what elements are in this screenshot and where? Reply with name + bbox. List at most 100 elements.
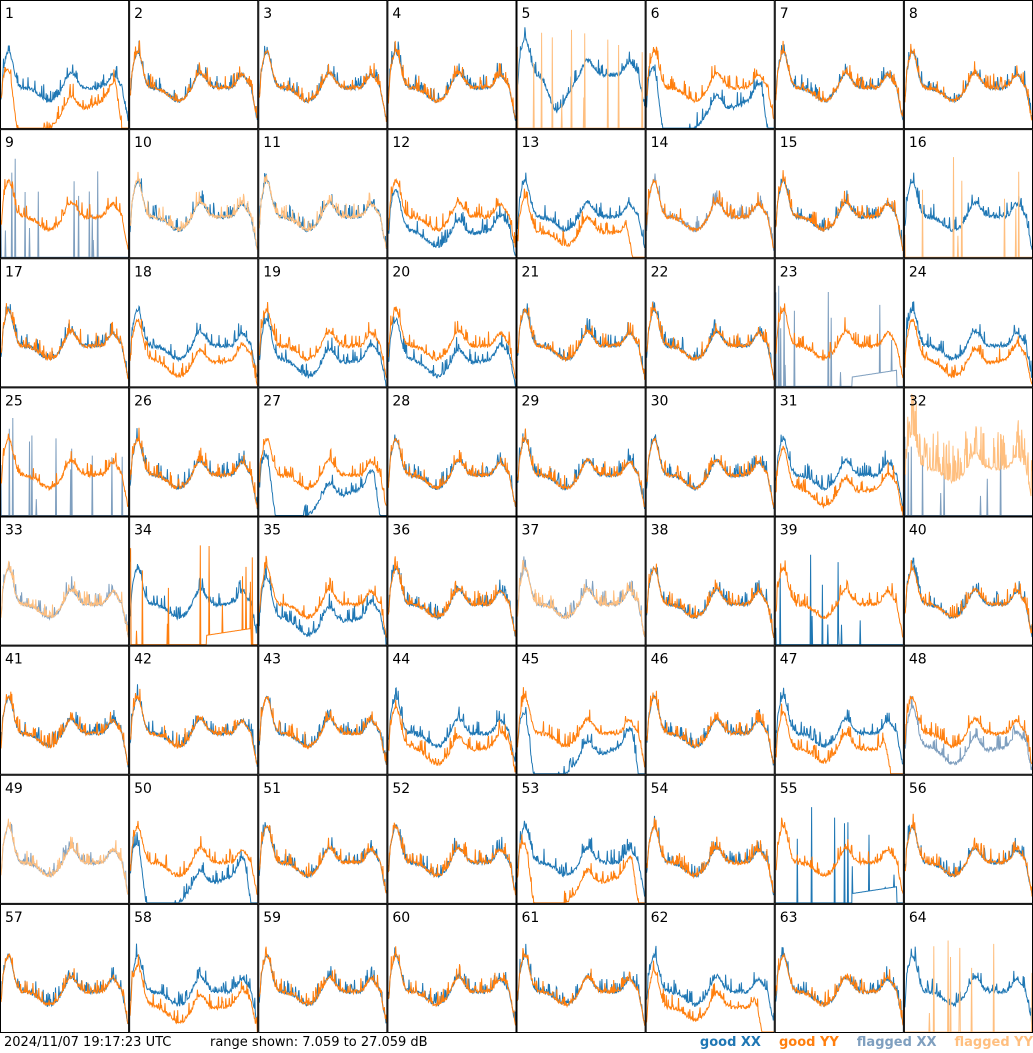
panel-label-20: 20 — [392, 264, 410, 280]
series-yy-57 — [0, 952, 129, 1025]
series-xx-39 — [775, 554, 903, 646]
series-xx-56 — [904, 824, 1033, 895]
series-yy-54 — [646, 817, 775, 894]
panel-27: 27 — [258, 387, 388, 517]
panel-frame-26 — [129, 387, 259, 517]
series-yy-44 — [387, 699, 516, 773]
panel-49: 49 — [0, 774, 130, 904]
panel-label-17: 17 — [5, 264, 23, 280]
panel-label-55: 55 — [780, 781, 798, 797]
panel-60: 60 — [387, 903, 517, 1033]
series-yy-48 — [904, 695, 1033, 765]
panel-10: 10 — [129, 129, 259, 259]
panel-36: 36 — [387, 516, 517, 646]
panel-label-58: 58 — [134, 910, 152, 926]
panel-30: 30 — [645, 387, 775, 517]
panel-label-42: 42 — [134, 652, 152, 668]
panel-label-31: 31 — [780, 393, 798, 409]
panel-label-37: 37 — [522, 523, 540, 539]
panel-label-53: 53 — [522, 781, 540, 797]
series-yy-42 — [129, 688, 258, 765]
panel-label-27: 27 — [263, 393, 281, 409]
legend: good XX good YY flagged XX flagged YY — [682, 1033, 1033, 1053]
series-xx-19 — [258, 311, 387, 387]
panel-28: 28 — [387, 387, 517, 517]
panel-frame-17 — [0, 258, 130, 388]
panel-label-18: 18 — [134, 264, 152, 280]
panel-frame-36 — [387, 516, 517, 646]
series-yy-11 — [258, 174, 387, 249]
panel-frame-27 — [258, 387, 388, 517]
panel-frame-14 — [645, 129, 775, 259]
panel-label-61: 61 — [522, 910, 540, 926]
panel-frame-49 — [0, 774, 130, 904]
panel-frame-5 — [516, 0, 646, 130]
series-yy-20 — [387, 306, 516, 379]
panel-label-10: 10 — [134, 135, 152, 151]
legend-flagged-xx: flagged XX — [856, 1035, 937, 1050]
series-xx-18 — [129, 304, 258, 377]
panel-40: 40 — [903, 516, 1033, 646]
series-yy-19 — [258, 301, 387, 378]
series-xx-35 — [258, 564, 387, 646]
footer-bar: 2024/11/07 19:17:23 UTC range shown: 7.0… — [0, 1033, 1033, 1053]
panel-label-13: 13 — [522, 135, 540, 151]
panel-64: 64 — [903, 903, 1033, 1033]
panel-frame-61 — [516, 903, 646, 1033]
panel-frame-18 — [129, 258, 259, 388]
panel-label-45: 45 — [522, 652, 540, 668]
series-yy-47 — [775, 703, 903, 775]
panel-label-30: 30 — [651, 393, 669, 409]
panel-label-8: 8 — [909, 6, 918, 22]
series-xx-47 — [775, 687, 904, 765]
series-yy-50 — [129, 820, 258, 896]
series-yy-43 — [258, 696, 387, 765]
panel-label-23: 23 — [780, 264, 798, 280]
series-yy-13 — [517, 188, 645, 258]
panel-6: 6 — [645, 0, 775, 130]
panel-33: 33 — [0, 516, 130, 646]
series-yy-49 — [0, 818, 129, 895]
panel-51: 51 — [258, 774, 388, 904]
timestamp: 2024/11/07 19:17:23 UTC — [4, 1035, 172, 1050]
panel-13: 13 — [516, 129, 646, 259]
panel-frame-20 — [387, 258, 517, 388]
series-xx-16 — [904, 172, 1033, 250]
panel-12: 12 — [387, 129, 517, 259]
panel-label-25: 25 — [5, 393, 23, 409]
series-yy-1 — [0, 66, 129, 130]
panel-label-60: 60 — [392, 910, 410, 926]
panel-2: 2 — [129, 0, 259, 130]
panel-63: 63 — [774, 903, 904, 1033]
series-yy-9 — [0, 178, 129, 250]
panel-42: 42 — [129, 645, 259, 775]
panel-frame-39 — [774, 516, 904, 646]
series-yy-30 — [646, 436, 775, 508]
panel-24: 24 — [903, 258, 1033, 388]
panel-label-59: 59 — [263, 910, 281, 926]
panel-frame-34 — [129, 516, 259, 646]
panel-53: 53 — [516, 774, 646, 904]
series-yy-34 — [129, 545, 258, 646]
panel-label-22: 22 — [651, 264, 669, 280]
series-yy-62 — [646, 960, 774, 1033]
panel-61: 61 — [516, 903, 646, 1033]
panel-frame-63 — [774, 903, 904, 1033]
panel-26: 26 — [129, 387, 259, 517]
series-yy-22 — [646, 302, 775, 381]
panel-label-34: 34 — [134, 523, 152, 539]
panel-frame-42 — [129, 645, 259, 775]
panel-label-64: 64 — [909, 910, 927, 926]
panel-label-38: 38 — [651, 523, 669, 539]
panel-5: 5 — [516, 0, 646, 130]
panel-32: 32 — [903, 387, 1033, 517]
series-xx-27 — [258, 450, 387, 516]
panel-34: 34 — [129, 516, 259, 646]
series-xx-48 — [904, 695, 1033, 771]
panel-62: 62 — [645, 903, 775, 1033]
panel-label-12: 12 — [392, 135, 410, 151]
series-yy-6 — [646, 46, 775, 119]
panel-59: 59 — [258, 903, 388, 1033]
series-yy-26 — [129, 427, 258, 509]
series-yy-56 — [904, 813, 1033, 897]
